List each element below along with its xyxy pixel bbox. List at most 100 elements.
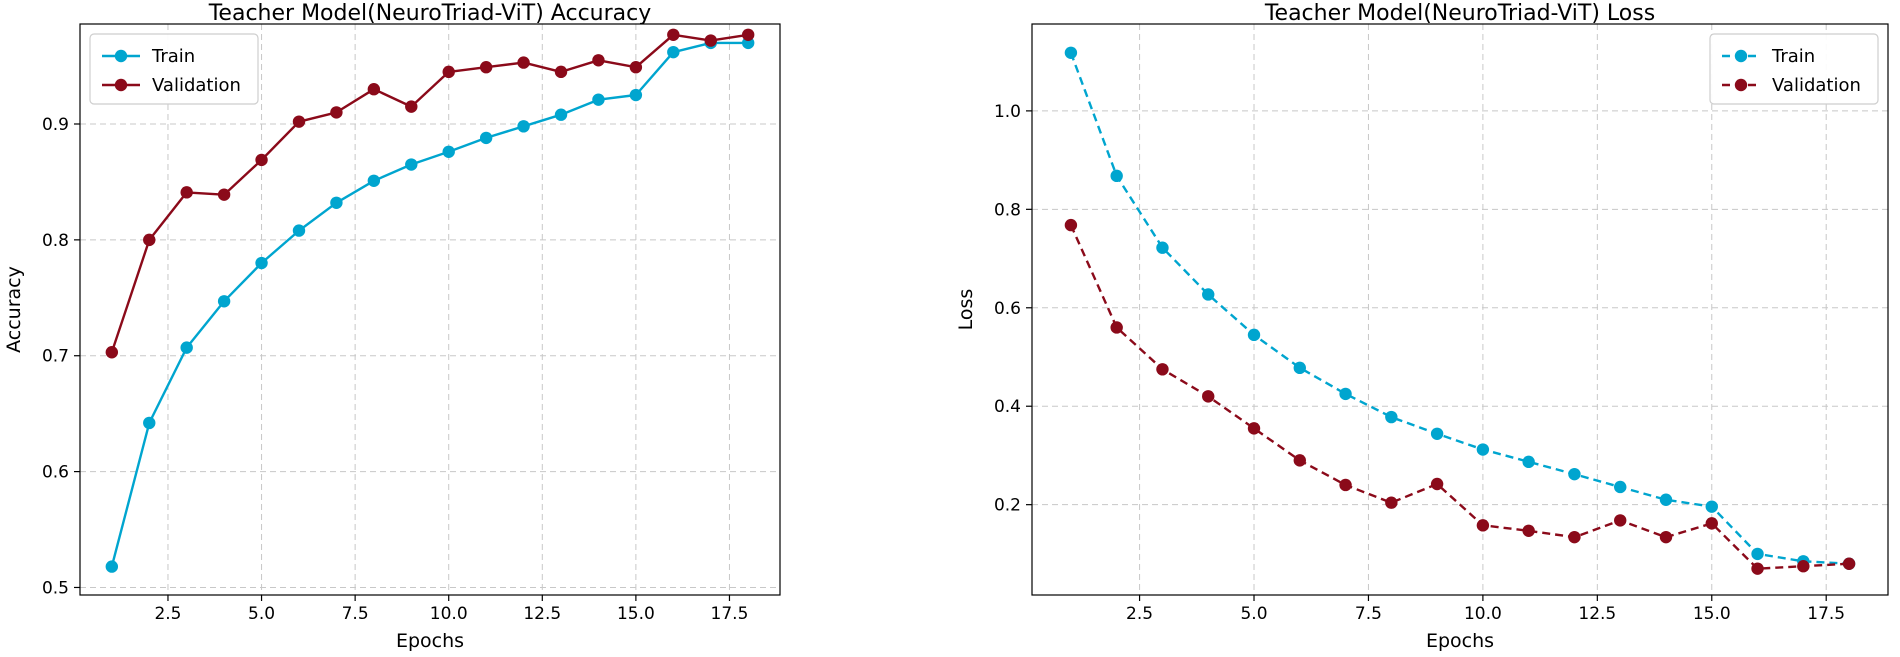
x-tick-label: 10.0 [1464,604,1502,624]
data-point-train [367,174,381,187]
data-point-train [1293,361,1306,375]
legend-label: Validation [152,75,241,96]
data-point-validation [1568,530,1581,544]
chart-panel-2: 2.5 5.0 7.5 10.0 12.5 15.0 17.5 0.2 0.4 0.6 0.8 1.0… [955,1,1889,652]
x-tick-label: 5.0 [248,604,275,624]
x-tick-label: 12.5 [523,604,561,624]
legend-swatch-marker [114,49,128,63]
data-point-validation [1064,218,1078,232]
y-tick-label: 0.2 [994,496,1021,516]
x-tick-label: 7.5 [1355,604,1382,624]
data-point-validation [405,100,418,113]
y-tick-label: 0.4 [994,397,1021,417]
x-tick-label: 2.5 [1126,604,1153,624]
data-point-train [1202,288,1215,301]
legend: Train Validation [1709,33,1879,105]
data-point-train [405,158,418,171]
data-point-train [517,120,530,133]
data-point-train [1247,328,1261,342]
data-point-validation [180,186,193,199]
y-tick-label: 0.8 [42,231,69,251]
data-point-validation [1430,477,1444,491]
data-point-validation [554,65,568,79]
x-tick-label: 17.5 [711,604,749,624]
data-point-train [554,108,568,121]
data-point-validation [517,56,530,69]
data-point-train [1385,410,1398,424]
data-point-train [143,416,156,430]
x-tick-label: 17.5 [1807,604,1845,624]
x-axis-label: Epochs [1426,630,1494,652]
data-point-train [1339,387,1352,401]
legend: Train Validation [89,33,259,105]
data-point-validation [1797,560,1810,573]
axes-frame [1031,23,1889,596]
data-point-validation [1247,422,1261,435]
data-point-train [330,196,343,209]
data-point-train [1522,455,1535,469]
data-point-validation [704,34,717,47]
data-point-train [1156,241,1169,254]
data-point-train [1705,500,1718,513]
data-point-train [1110,169,1123,183]
plot-area [80,24,780,595]
data-point-validation [105,346,119,359]
data-point-train [1614,480,1627,494]
plot-area [1032,24,1888,595]
data-point-validation [1842,557,1856,570]
data-point-validation [1339,478,1352,492]
axes-frame [79,23,781,596]
x-tick-label: 5.0 [1240,604,1267,624]
legend-label: Train [151,46,195,67]
x-tick-label: 15.0 [1693,604,1731,624]
y-axis-label: Accuracy [3,266,25,353]
data-point-train [1659,493,1673,506]
data-point-validation [479,61,493,74]
y-tick-label: 0.9 [42,115,69,135]
y-tick-label: 1.0 [994,102,1021,122]
chart-title: Teacher Model(NeuroTriad-ViT) Accuracy [208,1,652,26]
series-line-train [1069,52,1850,565]
data-point-train [255,256,268,270]
y-tick-label: 0.6 [42,463,69,483]
x-axis-label: Epochs [396,630,464,652]
data-point-validation [1156,363,1169,376]
x-tick-label: 15.0 [617,604,655,624]
data-point-train [180,341,193,354]
data-point-train [292,224,306,237]
data-point-validation [217,188,231,201]
legend-swatch-marker [1734,49,1748,63]
data-point-validation [1522,524,1535,537]
legend-box [1709,33,1879,105]
data-point-validation [367,83,381,96]
data-point-validation [592,54,605,67]
data-point-validation [1110,321,1123,334]
data-point-train [1568,467,1581,481]
data-point-train [1430,427,1444,440]
y-tick-label: 0.7 [42,347,69,367]
y-axis-label: Loss [955,289,977,331]
data-point-validation [330,106,343,119]
data-point-validation [1202,390,1215,403]
data-point-validation [667,28,680,41]
data-point-train [442,145,455,159]
y-tick-label: 0.5 [42,578,69,598]
data-point-train [667,45,680,59]
data-point-validation [255,153,268,167]
data-point-validation [1751,562,1764,575]
legend-label: Validation [1772,75,1861,96]
data-point-validation [292,115,306,128]
data-point-validation [442,65,455,79]
x-tick-label: 10.0 [430,604,468,624]
series-line-train [110,41,749,567]
chart-panel-1: 2.5 5.0 7.5 10.0 12.5 15.0 17.5 0.5 0.6 0.7 0.8 0.9… [3,1,781,652]
data-point-validation [143,233,156,247]
data-point-train [1476,443,1490,456]
legend-box [89,33,259,105]
data-point-validation [1385,496,1398,509]
series-line-validation [1069,224,1850,570]
data-point-validation [1614,514,1627,527]
data-point-train [217,295,231,308]
